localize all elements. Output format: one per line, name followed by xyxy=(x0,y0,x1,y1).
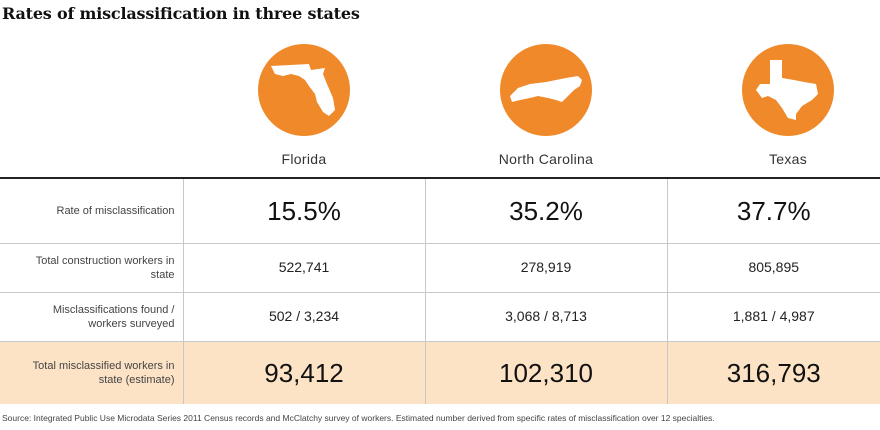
found-florida: 502 / 3,234 xyxy=(268,308,340,324)
texas-map-icon xyxy=(742,44,834,136)
cell-florida: 502 / 3,234 xyxy=(182,292,425,342)
row-label-line: state xyxy=(150,269,175,281)
cell-texas: 316,793 xyxy=(666,341,880,404)
row-label: Total construction workers in state xyxy=(0,243,183,293)
workers-north-carolina: 278,919 xyxy=(520,259,572,275)
cell-texas: 37.7% xyxy=(666,178,880,244)
rate-florida: 15.5% xyxy=(267,195,341,226)
rate-texas: 37.7% xyxy=(736,195,811,226)
north-carolina-map-icon xyxy=(500,44,592,136)
row-label-line: state (estimate) xyxy=(98,374,175,386)
state-name-texas: Texas xyxy=(768,151,808,167)
source-note: Source: Integrated Public Use Microdata … xyxy=(2,413,715,423)
row-label: Rate of misclassification xyxy=(0,178,183,244)
table-row: Misclassifications found / workers surve… xyxy=(0,292,880,342)
cell-texas: 805,895 xyxy=(666,243,880,293)
cell-florida: 93,412 xyxy=(182,341,425,404)
total-florida: 93,412 xyxy=(264,357,344,388)
cell-florida: 15.5% xyxy=(182,178,425,244)
state-header-florida: Florida xyxy=(183,44,425,176)
cell-florida: 522,741 xyxy=(182,243,425,293)
state-header-north-carolina: North Carolina xyxy=(425,44,667,176)
rate-north-carolina: 35.2% xyxy=(509,195,583,226)
found-north-carolina: 3,068 / 8,713 xyxy=(505,308,587,324)
row-label-line: Total misclassified workers in xyxy=(32,360,175,372)
table-row: Total construction workers in state 522,… xyxy=(0,243,880,293)
row-label-text: Rate of misclassification xyxy=(56,205,175,217)
cell-texas: 1,881 / 4,987 xyxy=(666,292,880,342)
table-row-highlight: Total misclassified workers in state (es… xyxy=(0,341,880,404)
cell-north-carolina: 102,310 xyxy=(424,341,667,404)
cell-north-carolina: 278,919 xyxy=(424,243,667,293)
state-name-florida: Florida xyxy=(281,151,327,167)
state-header-texas: Texas xyxy=(667,44,880,176)
florida-map-icon xyxy=(258,44,350,136)
total-north-carolina: 102,310 xyxy=(499,357,593,388)
state-name-north-carolina: North Carolina xyxy=(498,151,594,167)
workers-texas: 805,895 xyxy=(748,259,800,275)
table-row: Rate of misclassification 15.5% 35.2% 37… xyxy=(0,178,880,244)
row-label-line: Total construction workers in xyxy=(35,255,175,267)
total-texas: 316,793 xyxy=(726,357,821,388)
workers-florida: 522,741 xyxy=(278,259,330,275)
found-texas: 1,881 / 4,987 xyxy=(732,308,815,324)
cell-north-carolina: 3,068 / 8,713 xyxy=(424,292,667,342)
row-label-line: workers surveyed xyxy=(88,318,175,330)
row-label: Misclassifications found / workers surve… xyxy=(0,292,183,342)
row-label-line: Misclassifications found / xyxy=(52,304,175,316)
row-label: Total misclassified workers in state (es… xyxy=(0,341,183,404)
misclassification-table: Rate of misclassification 15.5% 35.2% 37… xyxy=(0,177,880,404)
chart-title: Rates of misclassification in three stat… xyxy=(2,4,360,23)
cell-north-carolina: 35.2% xyxy=(424,178,667,244)
